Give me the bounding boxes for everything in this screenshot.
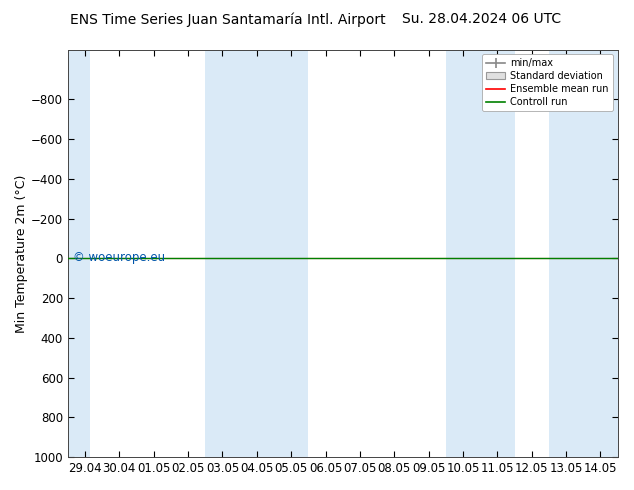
Text: ENS Time Series Juan Santamaría Intl. Airport: ENS Time Series Juan Santamaría Intl. Ai… (70, 12, 386, 27)
Text: Su. 28.04.2024 06 UTC: Su. 28.04.2024 06 UTC (403, 12, 561, 26)
Text: © woeurope.eu: © woeurope.eu (74, 251, 165, 264)
Bar (549, 49, 618, 457)
Bar (68, 49, 90, 457)
Bar (446, 49, 515, 457)
Y-axis label: Min Temperature 2m (°C): Min Temperature 2m (°C) (15, 174, 28, 333)
Legend: min/max, Standard deviation, Ensemble mean run, Controll run: min/max, Standard deviation, Ensemble me… (482, 54, 612, 111)
Bar (205, 49, 308, 457)
Title: ENS Time Series Juan Santamaría Intl. Airport    Su. 28.04.2024 06 UTC: ENS Time Series Juan Santamaría Intl. Ai… (0, 489, 1, 490)
